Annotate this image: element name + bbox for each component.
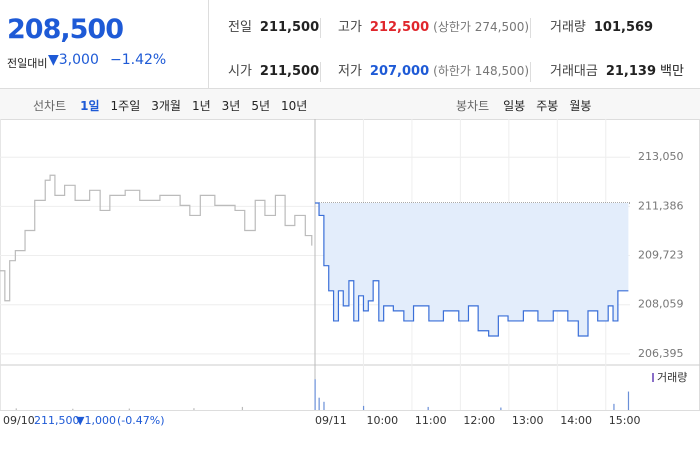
- period-tabs: 선차트 1일 1주일 3개월 1년 3년 5년 10년 봉차트 일봉 주봉 월봉: [0, 89, 700, 120]
- chart: 213,050 211,386 209,723 208,059 206,395 09/10…: [0, 119, 700, 427]
- price-box: 208,500 전일대비 ▼3,000 −1.42%: [0, 0, 209, 88]
- y-tick-label: 209,723: [638, 249, 684, 262]
- volume-bar: [128, 408, 130, 410]
- item-note: (하한가 148,500): [433, 64, 530, 78]
- change: ▼3,000: [48, 52, 99, 68]
- volume-bar: [427, 406, 429, 410]
- item-label: 거래량: [550, 20, 586, 35]
- volume-bar: [72, 408, 74, 410]
- volume-bar: [323, 401, 325, 410]
- divider: [320, 18, 321, 38]
- x-tick-label: 10:00: [366, 414, 398, 427]
- tab-group: 선차트 1일 1주일 3개월 1년 3년 5년 10년: [33, 97, 318, 114]
- volume-legend: 거래량: [657, 371, 687, 384]
- period-tab[interactable]: 1년: [191, 99, 211, 113]
- tab-label: 봉차트: [456, 99, 490, 113]
- price: 208,500: [7, 14, 124, 45]
- change-label: 전일대비: [7, 57, 48, 70]
- x-tick-label: 14:00: [560, 414, 592, 427]
- quote-item: 고가 212,500 (상한가 274,500): [338, 16, 529, 35]
- divider: [530, 62, 531, 82]
- item-value: 207,000: [369, 64, 430, 79]
- item-unit: 백만: [660, 64, 684, 79]
- area: [315, 203, 629, 337]
- volume-legend-swatch: [652, 373, 654, 382]
- y-tick-label: 206,395: [638, 347, 684, 360]
- price-line: [315, 202, 629, 337]
- price-line: [0, 174, 313, 302]
- item-value: 212,500: [369, 20, 430, 35]
- period-tab[interactable]: 1주일: [110, 99, 141, 113]
- period-tab[interactable]: 3년: [221, 99, 241, 113]
- volume-bar: [613, 403, 615, 410]
- period-tab[interactable]: 5년: [251, 99, 271, 113]
- volume-bar: [627, 391, 630, 410]
- item-label: 전일: [228, 20, 252, 35]
- prev-close: 211,500: [34, 414, 80, 427]
- volume-bar: [15, 408, 17, 410]
- period-tab[interactable]: 10년: [281, 99, 308, 113]
- item-value: 101,569: [593, 20, 654, 35]
- quote-item: 전일 211,500: [228, 16, 319, 35]
- x-tick-label: 09/10: [3, 414, 35, 427]
- tab-label: 선차트: [33, 99, 67, 113]
- item-label: 시가: [228, 64, 252, 79]
- tab-group: 봉차트 일봉 주봉 월봉: [456, 97, 602, 114]
- divider: [320, 62, 321, 82]
- item-value: 211,500: [259, 20, 320, 35]
- volume-bar: [500, 407, 502, 410]
- volume-bar: [241, 406, 244, 410]
- period-tab[interactable]: 월봉: [569, 99, 592, 113]
- item-value: 211,500: [259, 64, 320, 79]
- quote-header: 208,500 전일대비 ▼3,000 −1.42% 전일 211,500 고가 21…: [0, 0, 700, 89]
- x-tick-label: 11:00: [415, 414, 447, 427]
- quote-item: 시가 211,500: [228, 60, 319, 79]
- divider: [530, 18, 531, 38]
- volume-bar: [314, 379, 316, 410]
- y-tick-label: 213,050: [638, 150, 684, 163]
- change-pct: −1.42%: [110, 52, 167, 68]
- period-tab[interactable]: 3개월: [151, 99, 181, 113]
- item-label: 저가: [338, 64, 362, 79]
- item-value: 21,139: [605, 64, 657, 79]
- volume-bar: [318, 397, 320, 410]
- volume-bar: [362, 405, 365, 410]
- period-tab[interactable]: 일봉: [503, 99, 526, 113]
- quote-item: 저가 207,000 (하한가 148,500): [338, 60, 529, 79]
- period-tab[interactable]: 1일: [80, 99, 100, 113]
- item-label: 거래대금: [550, 64, 598, 79]
- prev-change: ▼1,000: [76, 414, 116, 427]
- quote-item: 거래량 101,569: [550, 16, 653, 35]
- x-tick-label: 09/11: [315, 414, 347, 427]
- x-tick-label: 15:00: [609, 414, 641, 427]
- period-tab[interactable]: 주봉: [536, 99, 559, 113]
- prev-change-pct: (-0.47%): [117, 414, 165, 427]
- item-label: 고가: [338, 20, 362, 35]
- y-tick-label: 211,386: [638, 199, 684, 212]
- volume-bar: [193, 408, 195, 410]
- x-tick-label: 13:00: [512, 414, 544, 427]
- quote-item: 거래대금 21,139 백만: [550, 60, 684, 79]
- x-tick-label: 12:00: [463, 414, 495, 427]
- y-tick-label: 208,059: [638, 298, 684, 311]
- item-note: (상한가 274,500): [433, 20, 530, 34]
